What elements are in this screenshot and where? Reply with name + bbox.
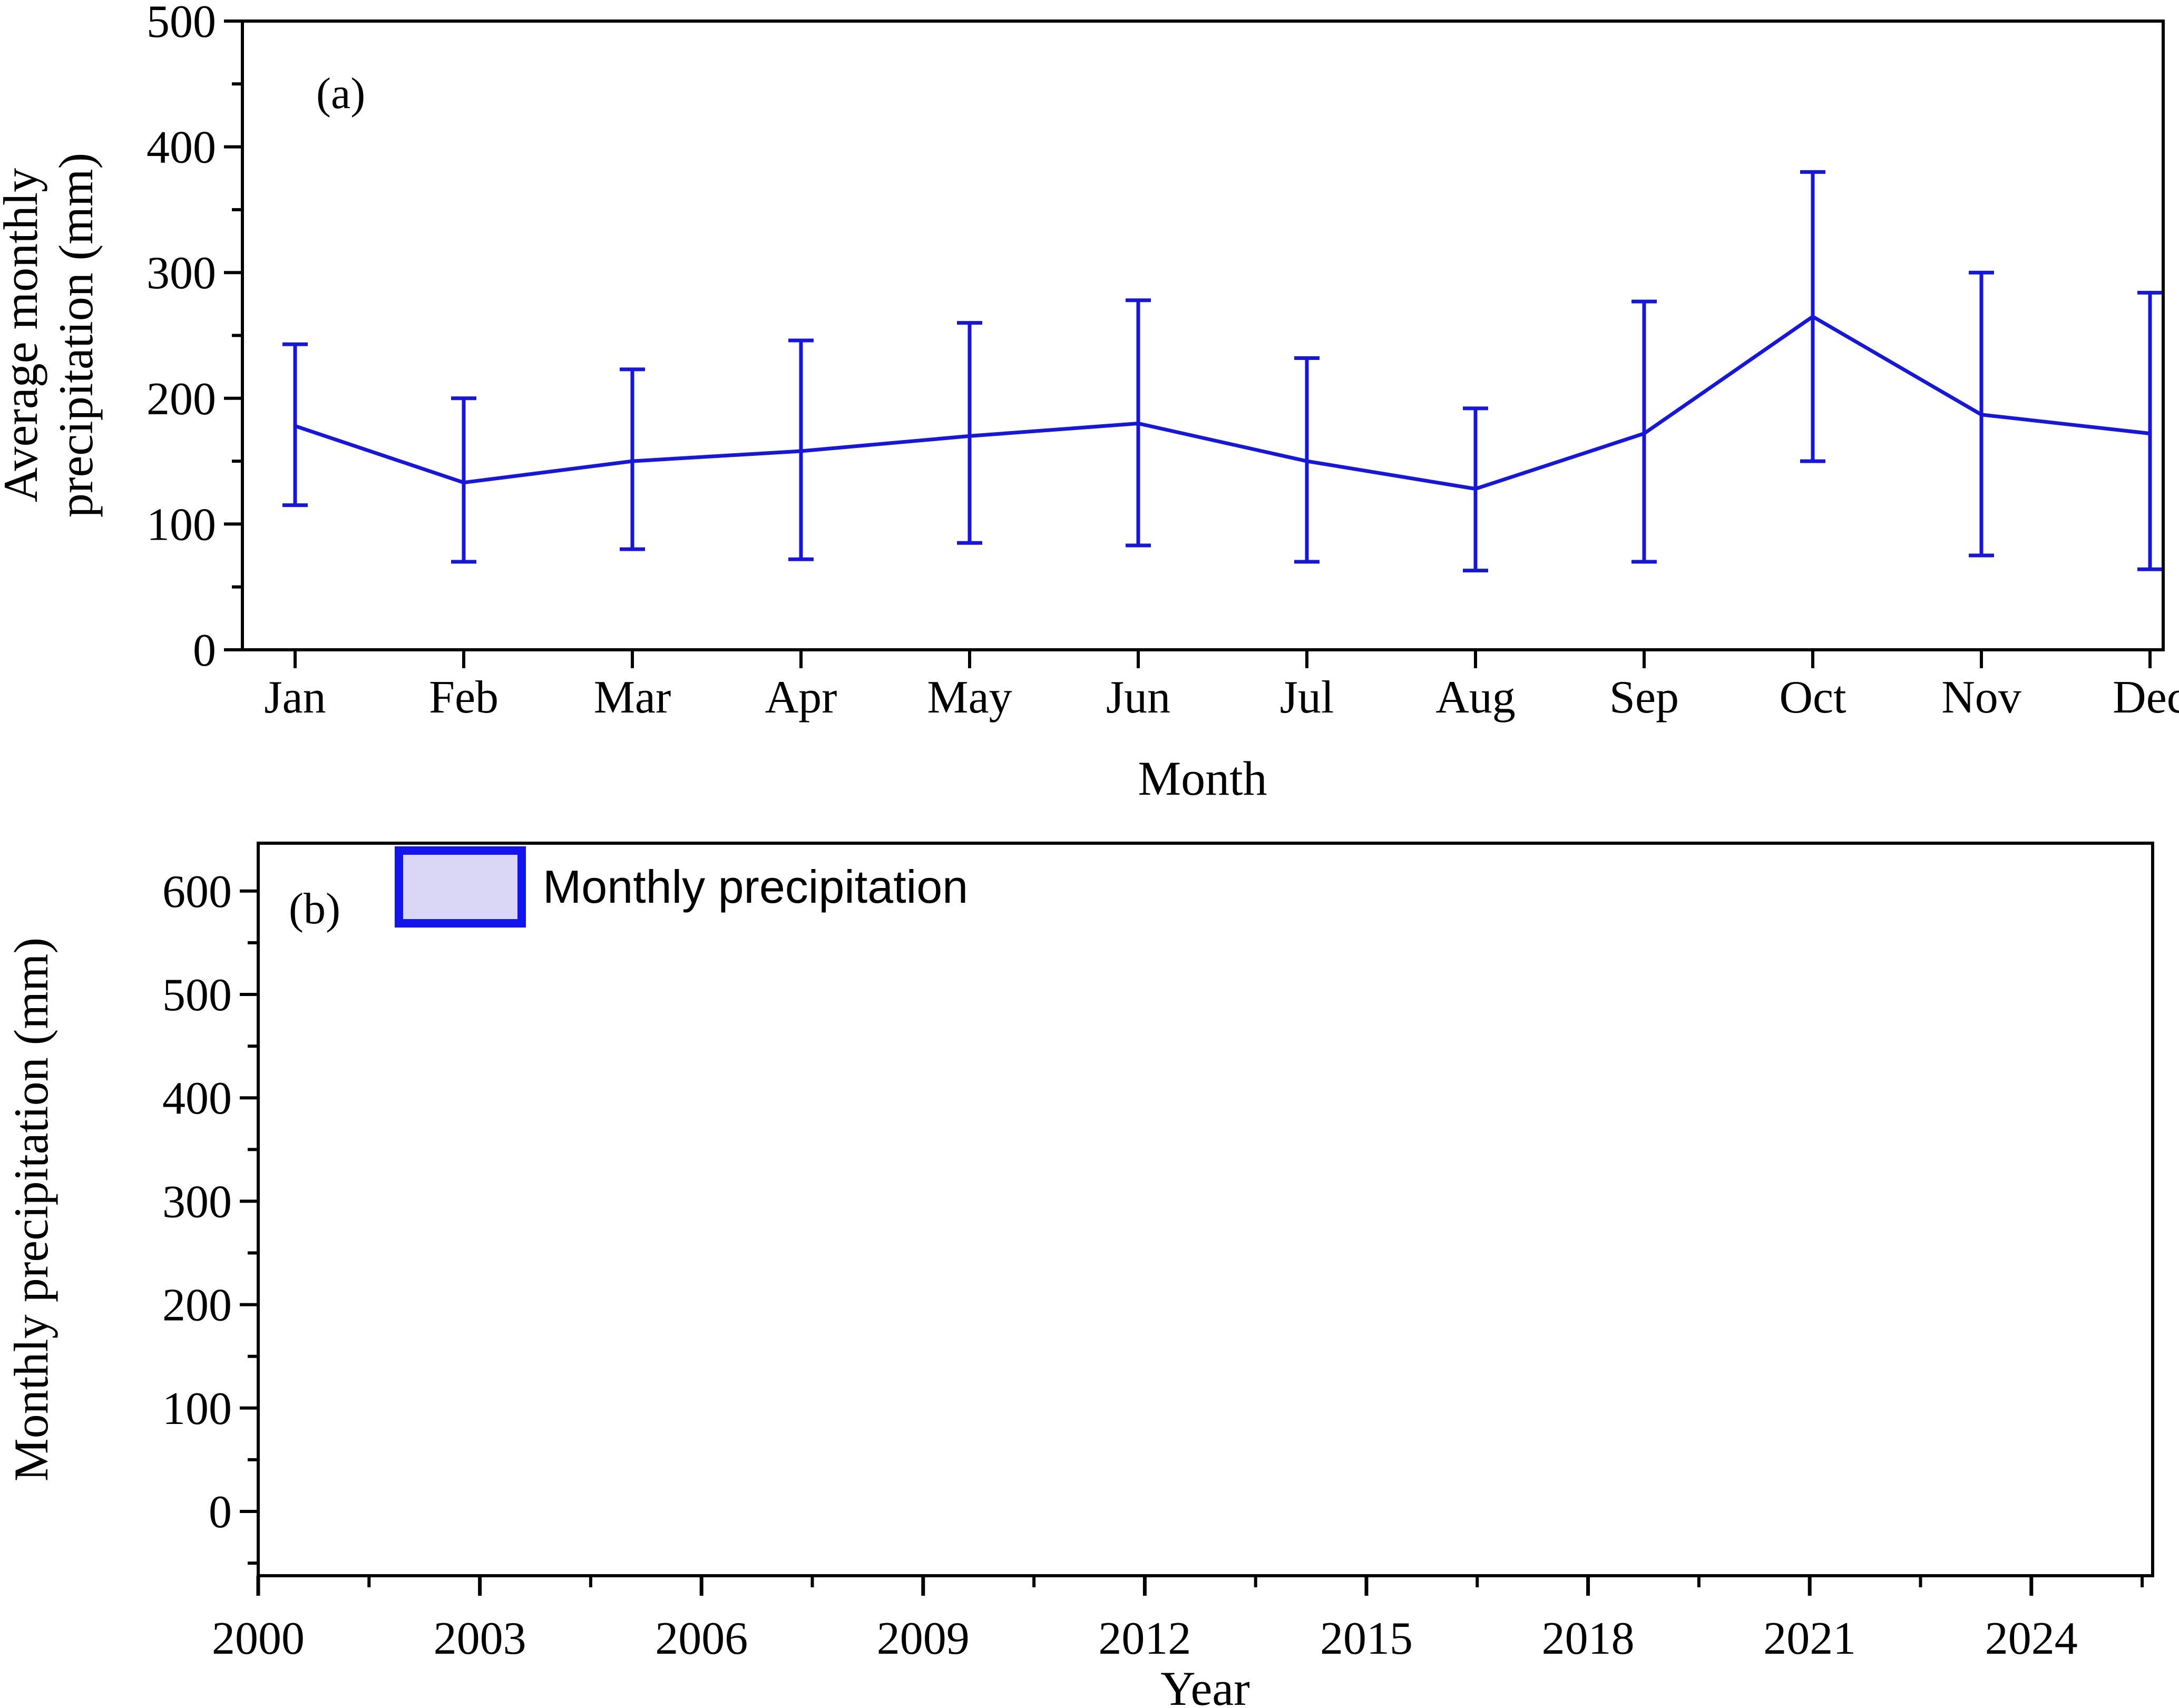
tick-label: Jul <box>1280 672 1334 723</box>
tick-label: Apr <box>765 672 837 723</box>
tick-label: 2012 <box>1098 1613 1191 1664</box>
tick-label: Feb <box>429 672 499 723</box>
tick-label: Mar <box>594 672 671 723</box>
tick-label: 2024 <box>1985 1613 2078 1664</box>
tick-label: 2018 <box>1542 1613 1635 1664</box>
tick-label: Aug <box>1435 672 1516 723</box>
panel-a-y-ticks: 0 100 200 300 400 500 <box>146 0 242 676</box>
tick-label: 100 <box>146 499 216 550</box>
tick-label: 500 <box>162 970 232 1021</box>
tick-label: 300 <box>146 248 216 299</box>
tick-label: 2006 <box>655 1613 748 1664</box>
legend-label: Monthly precipitation <box>543 861 968 913</box>
panel-b-x-ticks: 2000 2003 2006 2009 2012 2015 2018 2021 2024 <box>212 1576 2144 1664</box>
tick-label: 400 <box>146 122 216 173</box>
tick-label: 400 <box>162 1073 232 1124</box>
panel-a-ylabel-line2: precipitation (mm) <box>49 153 103 518</box>
panel-a-mean-line <box>294 314 2151 491</box>
panel-a-error-bars <box>282 170 2163 573</box>
tick-label: 100 <box>162 1383 232 1434</box>
panel-a-ylabel-line1: Average monthly <box>0 168 47 502</box>
panel-b-y-ticks: 0 100 200 300 400 500 600 <box>162 866 258 1565</box>
panel-a-chart: 0 100 200 300 400 500 Jan Feb Mar Apr May Jun Jul Aug… <box>146 0 2179 723</box>
panel-b-letter: (b) <box>289 884 340 933</box>
tick-label: 2003 <box>434 1613 526 1664</box>
tick-label: 2009 <box>877 1613 970 1664</box>
tick-label: 200 <box>162 1280 232 1331</box>
tick-label: Jun <box>1106 672 1170 723</box>
tick-label: 500 <box>146 0 216 47</box>
tick-label: 0 <box>193 625 216 676</box>
tick-label: 200 <box>146 374 216 425</box>
tick-label: 600 <box>162 866 232 918</box>
legend: Monthly precipitation <box>395 846 968 928</box>
panel-a-xlabel: Month <box>1138 751 1267 805</box>
legend-swatch <box>395 846 526 928</box>
tick-label: 0 <box>209 1487 232 1538</box>
tick-label: Nov <box>1941 672 2021 723</box>
panel-b-xlabel: Year <box>1160 1662 1250 1708</box>
panel-b-ylabel: Monthly precipitation (mm) <box>4 938 58 1481</box>
panel-a-frame <box>241 19 2165 651</box>
panel-b-frame <box>257 842 2154 1577</box>
tick-label: 2000 <box>212 1613 305 1664</box>
tick-label: Sep <box>1609 672 1679 723</box>
panel-a-letter: (a) <box>316 69 365 118</box>
tick-label: 2021 <box>1763 1613 1856 1664</box>
tick-label: May <box>927 672 1012 723</box>
panel-a-x-ticks: Jan Feb Mar Apr May Jun Jul Aug Sep Oct Nov Dec <box>264 650 2179 723</box>
tick-label: 300 <box>162 1176 232 1227</box>
tick-label: 2015 <box>1320 1613 1413 1664</box>
tick-label: Jan <box>264 672 326 723</box>
tick-label: Oct <box>1779 672 1846 723</box>
tick-label: Dec <box>2113 672 2179 723</box>
